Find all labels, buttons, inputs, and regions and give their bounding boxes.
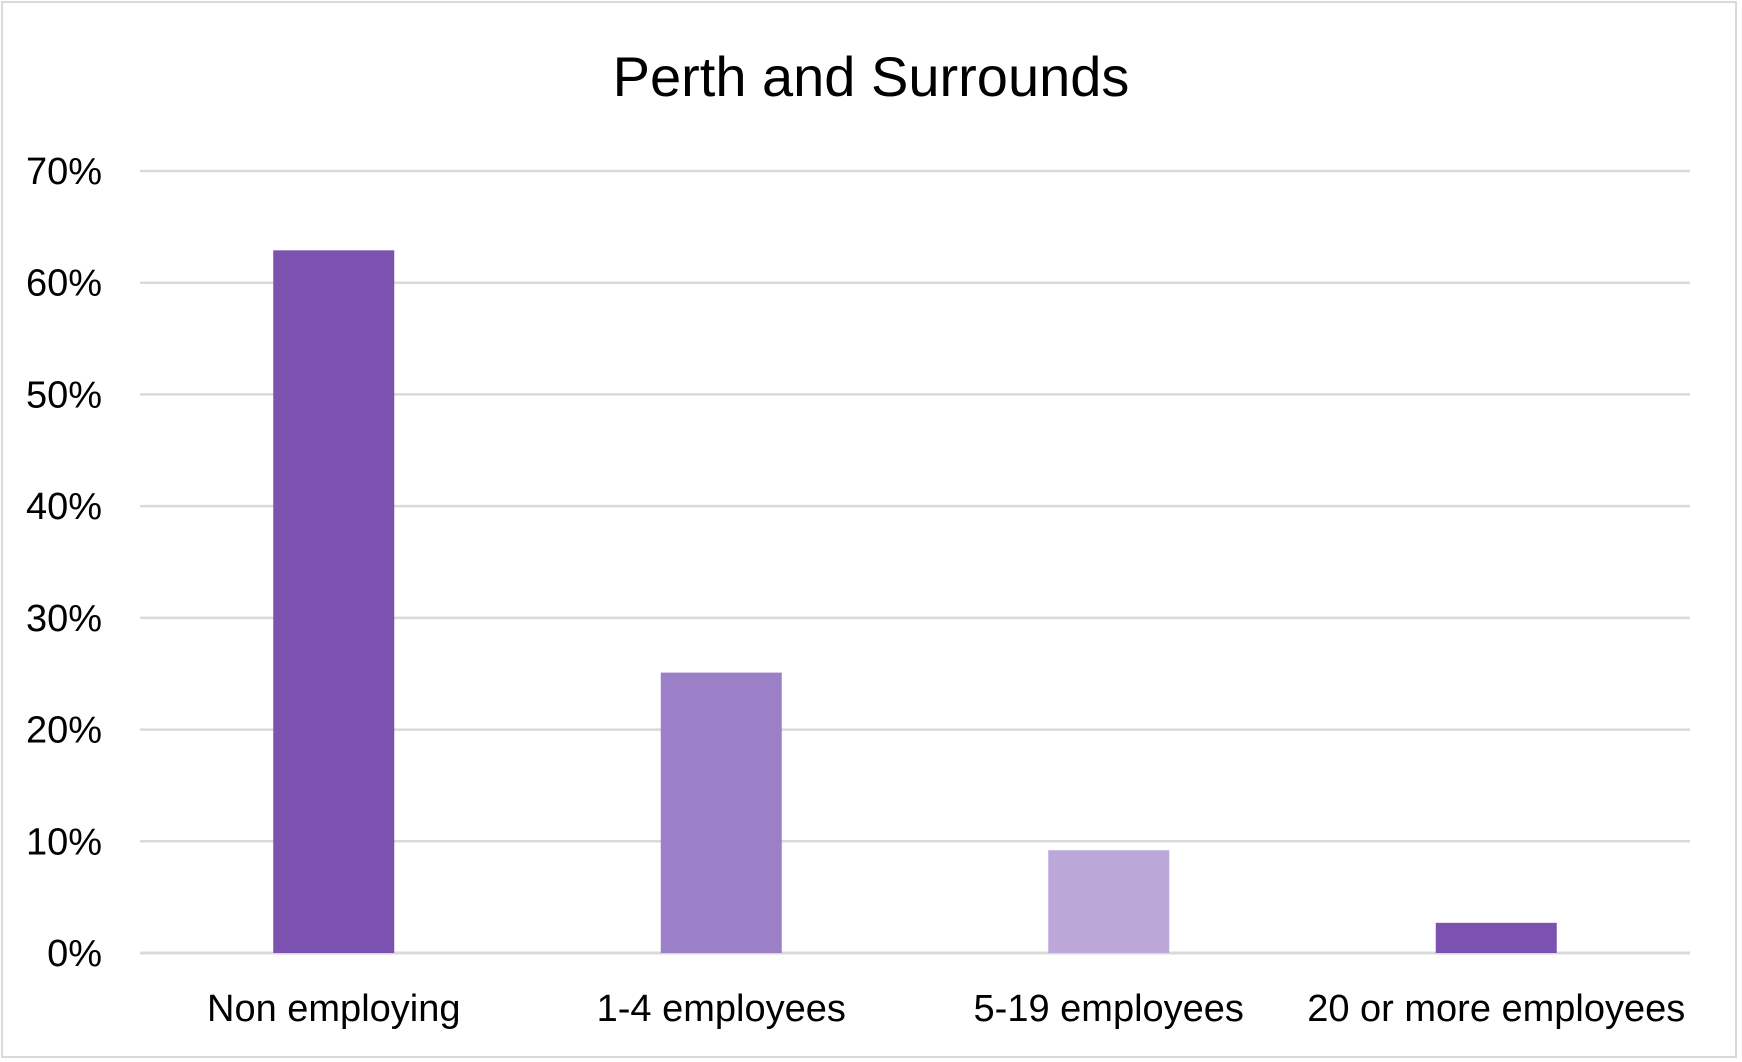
x-tick-label: 20 or more employees (1307, 988, 1685, 1030)
y-tick-label: 40% (26, 486, 102, 528)
bar (273, 250, 395, 953)
gridlines (140, 169, 1690, 955)
bar (660, 672, 782, 953)
x-axis-tick-labels: Non employing 1-4 employees 5-19 employees… (207, 988, 1685, 1030)
bars (273, 250, 1557, 953)
x-tick-label: Non employing (207, 988, 460, 1030)
y-tick-label: 50% (26, 374, 102, 416)
y-tick-label: 0% (47, 933, 102, 975)
bar (1048, 850, 1170, 953)
y-tick-label: 10% (26, 821, 102, 863)
y-tick-label: 20% (26, 710, 102, 752)
y-tick-label: 60% (26, 263, 102, 305)
bar (1435, 922, 1557, 953)
y-tick-label: 30% (26, 598, 102, 640)
y-tick-label: 70% (26, 151, 102, 193)
chart-title: Perth and Surrounds (613, 45, 1130, 108)
x-tick-label: 5-19 employees (974, 988, 1244, 1030)
y-axis-tick-labels: 0% 10% 20% 30% 40% 50% 60% 70% (26, 151, 102, 975)
x-tick-label: 1-4 employees (597, 988, 846, 1030)
